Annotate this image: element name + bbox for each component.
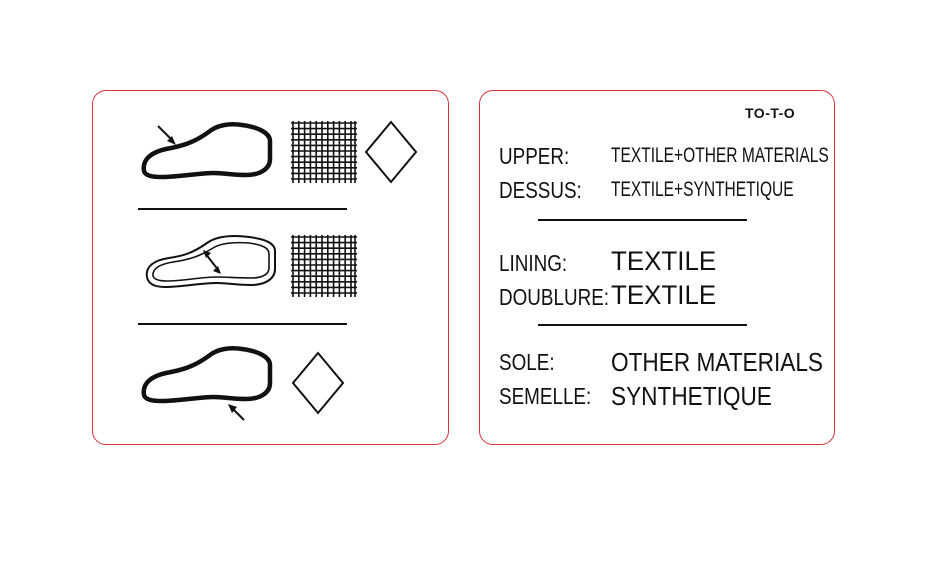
pictogram-panel [92, 90, 449, 445]
upper-value: TEXTILE+OTHER MATERIALS [611, 144, 829, 167]
upper-label: UPPER: [499, 143, 570, 169]
composition-panel: TO-T-O UPPER: TEXTILE+OTHER MATERIALS DE… [479, 90, 835, 445]
semelle-value: SYNTHETIQUE [611, 381, 772, 411]
dessus-label: DESSUS: [499, 177, 582, 203]
shoe-sole-icon [141, 346, 273, 421]
divider-bottom [138, 323, 347, 325]
doublure-value: TEXTILE [611, 280, 717, 310]
sole-value: OTHER MATERIALS [611, 347, 823, 377]
other-materials-diamond-icon [291, 351, 345, 415]
divider-top [538, 219, 747, 221]
semelle-label: SEMELLE: [499, 383, 592, 409]
doublure-label: DOUBLURE: [499, 284, 610, 310]
shoe-lining-icon [145, 235, 276, 289]
lining-label: LINING: [499, 250, 568, 276]
label-code: TO-T-O [745, 105, 796, 121]
shoe-upper-icon [141, 122, 273, 180]
sole-label: SOLE: [499, 349, 555, 375]
dessus-value: TEXTILE+SYNTHETIQUE [611, 178, 794, 201]
textile-grid-icon [291, 121, 357, 183]
divider-top [138, 208, 347, 210]
lining-value: TEXTILE [611, 246, 717, 276]
divider-bottom [538, 324, 747, 326]
other-materials-diamond-icon [364, 120, 418, 184]
textile-grid-icon [291, 235, 357, 297]
